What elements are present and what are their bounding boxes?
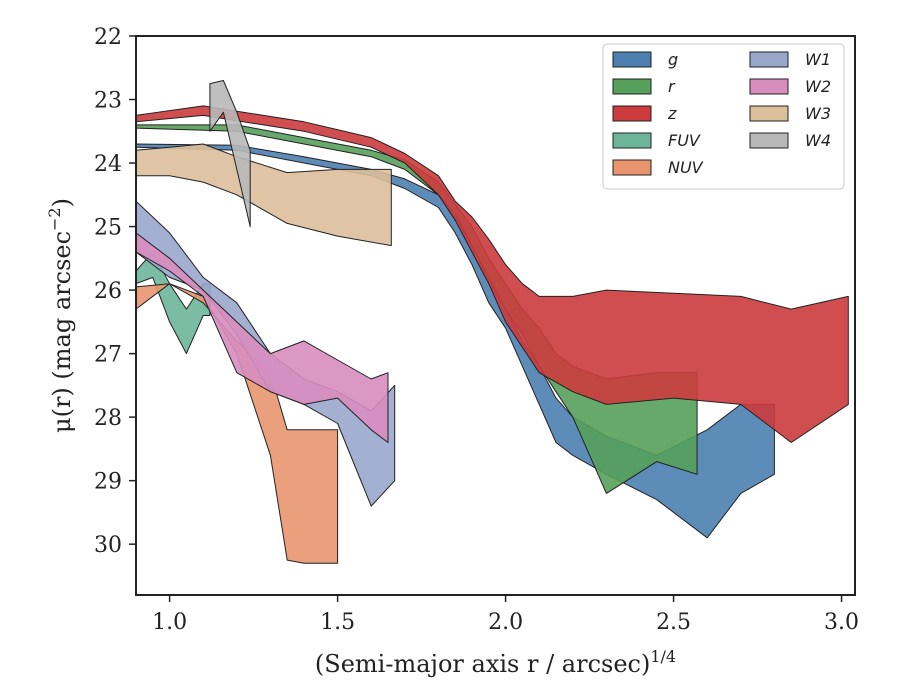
y-tick-label: 23 — [94, 89, 122, 114]
legend-swatch-g — [612, 51, 652, 68]
x-tick-label: 3.0 — [824, 610, 859, 635]
x-tick-label: 2.0 — [488, 610, 523, 635]
legend-swatch-r — [612, 78, 652, 95]
legend-label-w4: W4 — [805, 131, 831, 150]
x-tick-label: 2.5 — [656, 610, 691, 635]
legend-label-fuv: FUV — [668, 131, 701, 150]
legend-label-r: r — [668, 77, 676, 96]
band-w4 — [209, 80, 251, 228]
x-tick-label: 1.5 — [320, 610, 355, 635]
x-axis-title: (Semi-major axis r / arcsec)1/4 — [315, 647, 676, 678]
y-tick-label: 29 — [94, 470, 122, 495]
legend-label-z: z — [667, 104, 677, 123]
y-tick-label: 26 — [94, 279, 122, 304]
y-tick-label: 30 — [94, 533, 122, 558]
y-tick-label: 27 — [94, 343, 122, 368]
y-tick-label: 28 — [94, 406, 122, 431]
band-w2 — [136, 232, 389, 443]
plot-frame — [135, 35, 856, 596]
legend-swatch-z — [612, 105, 652, 122]
legend-label-w1: W1 — [805, 50, 831, 69]
legend-swatch-fuv — [612, 132, 652, 149]
legend-swatch-w3 — [749, 105, 789, 122]
legend-swatch-w4 — [749, 132, 789, 149]
x-tick-label: 1.0 — [152, 610, 187, 635]
x-axis: 1.0 1.5 2.0 2.5 3.0 — [152, 595, 859, 635]
legend-label-w2: W2 — [805, 77, 831, 96]
legend-label-g: g — [668, 50, 678, 69]
band-w3 — [136, 143, 392, 247]
band-z — [136, 105, 849, 443]
y-tick-label: 22 — [94, 25, 122, 50]
legend-swatch-w2 — [749, 78, 789, 95]
y-axis: 22 23 24 25 26 27 28 29 30 — [94, 25, 136, 558]
y-tick-label: 24 — [94, 152, 122, 177]
legend-swatch-w1 — [749, 51, 789, 68]
bands-layer — [136, 80, 849, 564]
legend-label-nuv: NUV — [668, 158, 704, 177]
y-tick-label: 25 — [94, 216, 122, 241]
legend-swatch-nuv — [612, 159, 652, 176]
legend: grz FUV NUV W1 W2 W3 W4 — [602, 43, 845, 190]
legend-label-w3: W3 — [805, 104, 831, 123]
y-axis-title: μ(r) (mag arcsec−2) — [45, 198, 76, 433]
